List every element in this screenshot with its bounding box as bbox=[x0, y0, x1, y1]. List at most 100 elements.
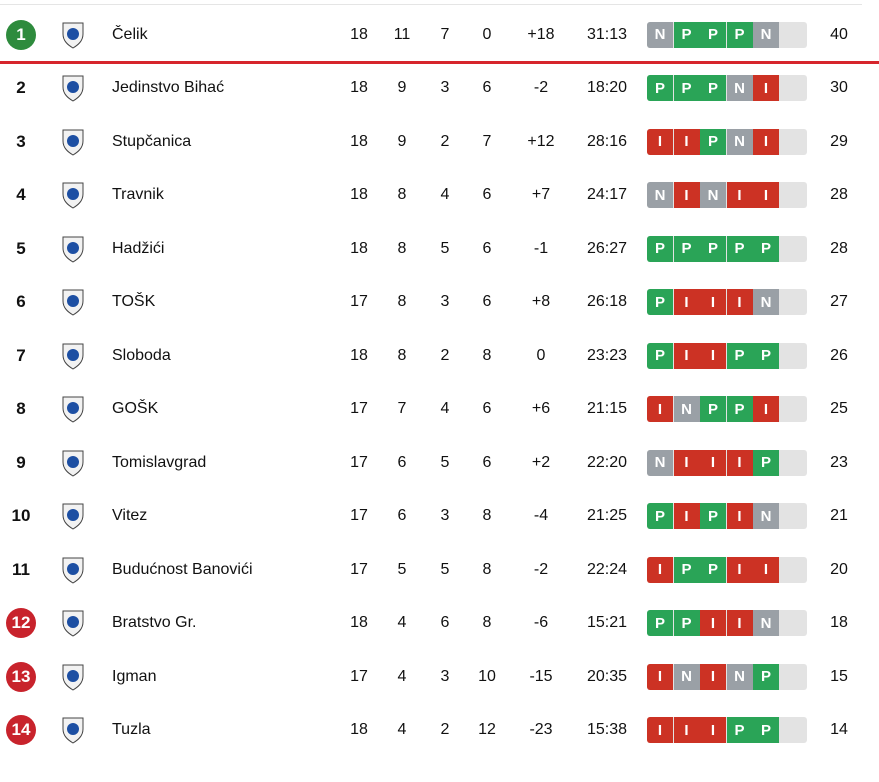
team-name[interactable]: Tuzla bbox=[112, 721, 151, 739]
points: 18 bbox=[830, 614, 848, 632]
team-crest-icon bbox=[62, 610, 84, 637]
goals-score: 15:38 bbox=[586, 721, 628, 739]
form-result: P bbox=[700, 503, 726, 530]
draws: 5 bbox=[440, 560, 450, 578]
team-name[interactable]: Igman bbox=[112, 667, 157, 685]
losses: 6 bbox=[482, 293, 492, 311]
team-crest-icon bbox=[62, 557, 84, 584]
form-result: N bbox=[753, 289, 779, 316]
form-result: P bbox=[700, 396, 726, 423]
games-played: 17 bbox=[350, 667, 368, 685]
losses: 6 bbox=[482, 239, 492, 257]
form-result: I bbox=[673, 503, 700, 530]
team-crest-icon bbox=[62, 289, 84, 316]
wins: 4 bbox=[397, 614, 407, 632]
goal-difference: +2 bbox=[531, 453, 551, 471]
team-name[interactable]: Čelik bbox=[112, 25, 148, 43]
games-played: 18 bbox=[350, 614, 368, 632]
games-played: 18 bbox=[350, 25, 368, 43]
rank-badge: 12 bbox=[6, 608, 36, 639]
goal-difference: 0 bbox=[536, 346, 546, 364]
points: 29 bbox=[830, 132, 848, 150]
form-result: P bbox=[726, 396, 753, 423]
team-name[interactable]: Jedinstvo Bihać bbox=[112, 79, 225, 97]
form-result: P bbox=[647, 503, 673, 530]
team-crest-icon bbox=[62, 396, 84, 423]
form-result: P bbox=[726, 21, 753, 48]
draws: 4 bbox=[440, 400, 450, 418]
wins: 8 bbox=[397, 186, 407, 204]
rank-badge: 11 bbox=[12, 559, 30, 579]
draws: 7 bbox=[440, 25, 450, 43]
team-crest-icon bbox=[62, 450, 84, 477]
form-result: I bbox=[700, 449, 726, 476]
team-name[interactable]: TOŠK bbox=[112, 293, 156, 311]
rank-badge: 3 bbox=[16, 131, 26, 151]
form-result: I bbox=[647, 556, 673, 583]
form-result: I bbox=[647, 396, 673, 423]
team-name[interactable]: Tomislavgrad bbox=[112, 453, 207, 471]
team-name[interactable]: Travnik bbox=[112, 186, 164, 204]
form-result: P bbox=[673, 610, 700, 637]
form-result: P bbox=[753, 235, 779, 262]
losses: 12 bbox=[478, 721, 496, 739]
team-name[interactable]: Vitez bbox=[112, 507, 148, 525]
draws: 3 bbox=[440, 507, 450, 525]
form-result: N bbox=[700, 182, 726, 209]
games-played: 17 bbox=[350, 400, 368, 418]
goal-difference: +18 bbox=[527, 25, 555, 43]
draws: 5 bbox=[440, 239, 450, 257]
goal-difference: -23 bbox=[529, 721, 553, 739]
draws: 4 bbox=[440, 186, 450, 204]
table-row[interactable]: 11 Budućnost Banovići 17 5 5 8 -2 22:24 … bbox=[0, 543, 879, 597]
form-result: N bbox=[726, 128, 753, 155]
goal-difference: -15 bbox=[529, 667, 553, 685]
games-played: 17 bbox=[350, 507, 368, 525]
wins: 8 bbox=[397, 346, 407, 364]
rank-badge: 1 bbox=[6, 19, 36, 50]
team-crest-icon bbox=[62, 182, 84, 209]
form-result: I bbox=[673, 717, 700, 744]
form-result: P bbox=[753, 342, 779, 369]
wins: 4 bbox=[397, 667, 407, 685]
points: 40 bbox=[830, 25, 848, 43]
form-result: P bbox=[700, 556, 726, 583]
team-name[interactable]: Stupčanica bbox=[112, 132, 192, 150]
team-name[interactable]: Hadžići bbox=[112, 239, 165, 257]
points: 23 bbox=[830, 453, 848, 471]
losses: 10 bbox=[478, 667, 496, 685]
form-result: I bbox=[673, 449, 700, 476]
form-result: N bbox=[647, 449, 673, 476]
team-name[interactable]: Bratstvo Gr. bbox=[112, 614, 197, 632]
form-result: P bbox=[700, 21, 726, 48]
form-result: P bbox=[647, 342, 673, 369]
form-result: P bbox=[647, 75, 673, 102]
draws: 2 bbox=[440, 132, 450, 150]
points: 25 bbox=[830, 400, 848, 418]
goals-score: 15:21 bbox=[586, 614, 628, 632]
goals-score: 21:15 bbox=[586, 400, 628, 418]
team-name[interactable]: Sloboda bbox=[112, 346, 171, 364]
losses: 6 bbox=[482, 453, 492, 471]
team-name[interactable]: GOŠK bbox=[112, 400, 159, 418]
team-name[interactable]: Budućnost Banovići bbox=[112, 560, 253, 578]
goal-difference: +6 bbox=[531, 400, 551, 418]
wins: 4 bbox=[397, 721, 407, 739]
